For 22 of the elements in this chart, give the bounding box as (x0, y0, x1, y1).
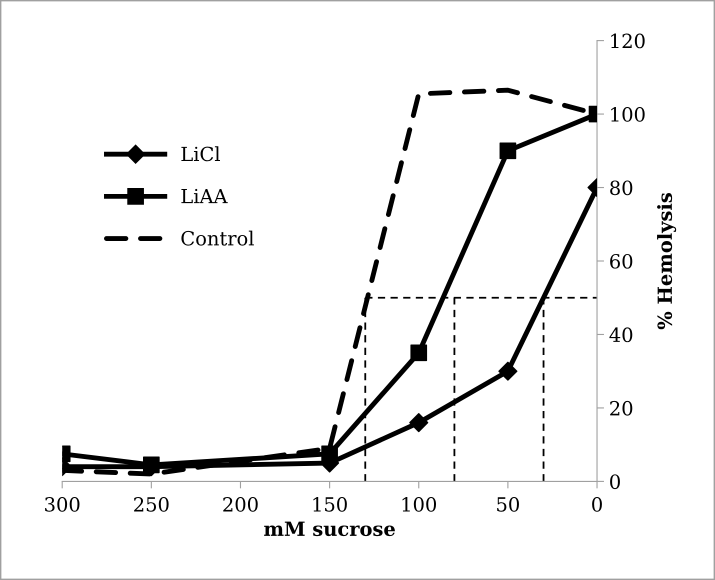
legend-label: Control (181, 230, 254, 246)
point (321, 446, 338, 462)
x-tick-label: 100 (402, 497, 436, 512)
y-tick-label: 120 (611, 34, 645, 48)
y-tick-label: 20 (610, 400, 632, 416)
y-tick-label: 80 (610, 180, 632, 196)
x-tick-label: 150 (313, 497, 347, 512)
y-tick-label: 100 (611, 107, 645, 122)
y-tick-label: 40 (609, 327, 632, 342)
y-tick-label: 60 (610, 254, 632, 269)
x-tick-label: 300 (45, 497, 80, 512)
x-tick-label: 50 (497, 497, 519, 512)
legend-label: LiAA (181, 188, 228, 204)
x-tick-label: 200 (223, 497, 258, 512)
x-tick-label: 0 (592, 497, 602, 512)
legend-label: LiCl (181, 146, 220, 162)
x-axis-title: mM sucrose (264, 522, 395, 536)
point (409, 413, 428, 432)
y-axis-title: % Hemolysis (657, 193, 676, 330)
y-tick-label: 0 (610, 474, 620, 490)
x-tick-label: 250 (134, 497, 169, 512)
point (410, 344, 428, 362)
